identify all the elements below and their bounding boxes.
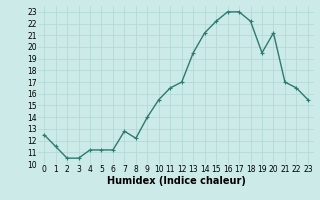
X-axis label: Humidex (Indice chaleur): Humidex (Indice chaleur) — [107, 176, 245, 186]
